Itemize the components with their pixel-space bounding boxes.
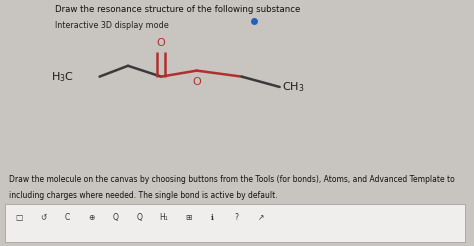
Text: H₁: H₁ <box>160 214 168 222</box>
FancyBboxPatch shape <box>5 204 465 242</box>
Text: ⊞: ⊞ <box>185 214 191 222</box>
Text: ℹ: ℹ <box>211 214 214 222</box>
Text: Q: Q <box>137 214 143 222</box>
Text: Q: Q <box>113 214 118 222</box>
Text: CH$_3$: CH$_3$ <box>282 80 304 94</box>
Text: Interactive 3D display mode: Interactive 3D display mode <box>55 21 168 30</box>
Text: ↗: ↗ <box>257 214 264 222</box>
Text: ?: ? <box>235 214 238 222</box>
Text: Draw the molecule on the canvas by choosing buttons from the Tools (for bonds), : Draw the molecule on the canvas by choos… <box>9 175 455 184</box>
Text: Draw the resonance structure of the following substance: Draw the resonance structure of the foll… <box>55 5 300 14</box>
Text: ↺: ↺ <box>40 214 46 222</box>
Text: O: O <box>157 38 165 48</box>
Text: including charges where needed. The single bond is active by default.: including charges where needed. The sing… <box>9 191 278 200</box>
Text: H$_3$C: H$_3$C <box>51 70 73 84</box>
Text: O: O <box>192 77 201 88</box>
Text: ⊕: ⊕ <box>88 214 95 222</box>
Text: C: C <box>64 214 70 222</box>
Text: □: □ <box>15 214 23 222</box>
